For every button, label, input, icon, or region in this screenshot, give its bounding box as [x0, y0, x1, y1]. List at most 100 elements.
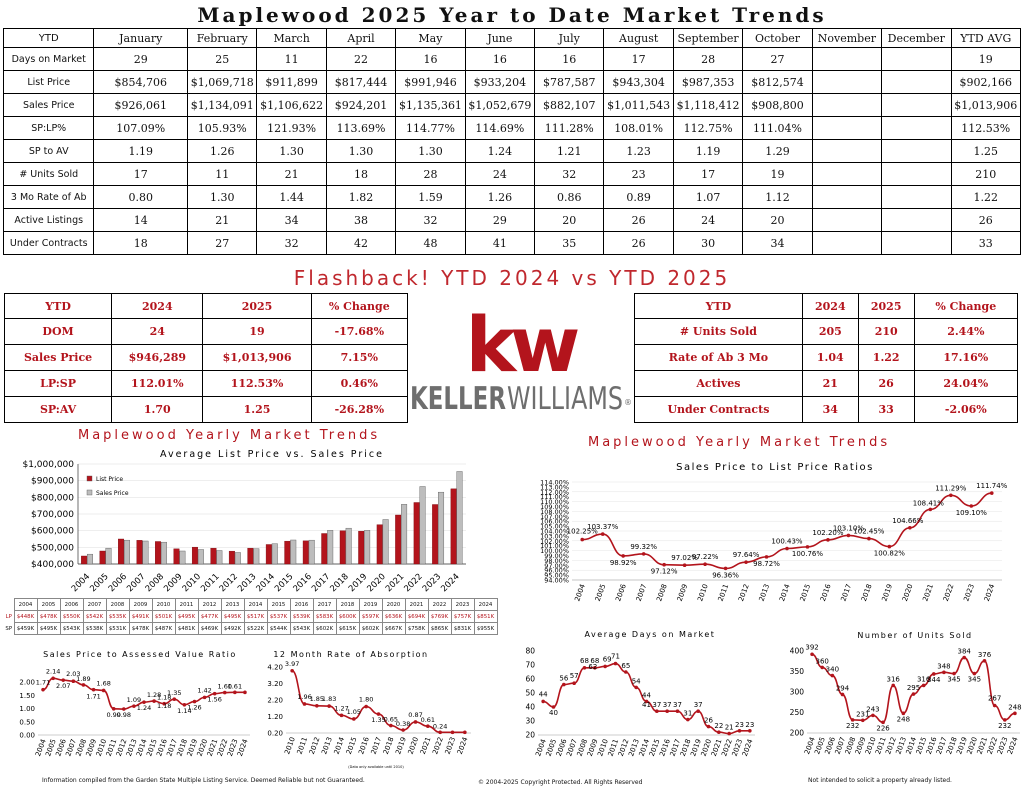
- table-cell: 1.44: [256, 185, 327, 209]
- data-label: 98.92%: [610, 559, 637, 567]
- data-label: 104.66%: [892, 517, 923, 525]
- table-cell: [811, 162, 883, 186]
- y-tick-label: 111.00%: [540, 493, 569, 501]
- data-label: 97.22%: [692, 553, 719, 561]
- compare-row: Under Contracts 34 33 -2.06%: [634, 396, 1019, 423]
- data-point: [891, 683, 896, 688]
- data-label: 1.60: [218, 683, 232, 691]
- data-label: 108.41%: [913, 499, 944, 507]
- y-tick-label: 96.00%: [544, 567, 569, 575]
- data-point: [600, 532, 605, 536]
- table-cell: 26: [603, 208, 674, 232]
- data-point: [541, 699, 545, 704]
- table-cell: [811, 208, 883, 232]
- table-cell: $1,118,412: [672, 93, 744, 117]
- ytd-row: # Units Sold 17 11 21 18 28 24 32 23 17 19 210: [2, 162, 1021, 186]
- table-cell: 24: [672, 208, 744, 232]
- logo-williams: WILLIAMS: [507, 381, 623, 413]
- data-label: 267: [988, 695, 1001, 703]
- compare-header: % Change: [310, 293, 409, 319]
- x-tick-label: 2010: [696, 583, 710, 602]
- year-cell: 2018: [335, 598, 360, 611]
- y-tick-label: 80: [525, 647, 535, 656]
- month-header: June: [464, 28, 536, 48]
- y-tick-label: $1,000,000: [22, 460, 74, 470]
- units-sold-chart: Number of Units Sold 200 250 300 350 400 392 36…: [790, 631, 1022, 755]
- data-point: [389, 723, 393, 728]
- lp-cell: $542K: [82, 610, 107, 623]
- compare-header: 2025: [202, 293, 312, 319]
- y-tick-label: 70: [525, 661, 535, 670]
- data-point: [850, 718, 855, 722]
- legend-label: List Price: [96, 476, 123, 483]
- sales-price-bar: [308, 539, 315, 565]
- y-tick-label: 300: [790, 688, 805, 697]
- table-cell: $908,800: [742, 93, 813, 117]
- compare-header: YTD: [3, 293, 113, 319]
- table-cell: $1,069,718: [187, 70, 258, 94]
- compare-cell: 34: [801, 396, 859, 423]
- ytd-header-row: YTD January February March April May June July A…: [2, 28, 1021, 48]
- table-cell: 0.86: [534, 185, 605, 209]
- y-tick-label: $800,000: [31, 493, 74, 503]
- table-cell: 107.09%: [93, 116, 189, 140]
- data-label: 1.56: [207, 696, 221, 704]
- table-cell: $787,587: [534, 70, 605, 94]
- table-cell: $902,166: [950, 70, 1021, 94]
- table-cell: $1,013,906: [950, 93, 1021, 117]
- data-label: 97.12%: [651, 568, 678, 576]
- lp-cell: $757K: [450, 610, 475, 623]
- table-cell: [881, 93, 952, 117]
- data-point: [826, 538, 830, 542]
- compare-cell: 112.53%: [202, 370, 312, 397]
- table-cell: 19: [950, 47, 1021, 71]
- lp-cell: $769K: [427, 610, 452, 623]
- table-cell: 105.93%: [187, 116, 258, 140]
- x-tick-label: 2020: [365, 572, 387, 594]
- table-cell: 18: [325, 162, 397, 186]
- table-cell: 26: [950, 208, 1021, 232]
- sp-lp-ratio-chart: Sales Price to List Price Ratios 94.00% 96…: [540, 462, 1008, 602]
- year-cell: 2017: [312, 598, 337, 611]
- data-point: [222, 690, 227, 695]
- data-point: [911, 692, 916, 696]
- data-point: [764, 555, 769, 559]
- data-point: [376, 712, 381, 716]
- data-point: [737, 729, 742, 733]
- compare-cell: -26.28%: [310, 396, 409, 423]
- table-cell: [811, 185, 883, 209]
- compare-cell: 17.16%: [913, 344, 1019, 371]
- compare-row: Sales Price $946,289 $1,013,906 7.15%: [3, 344, 409, 371]
- page-title: Maplewood 2025 Year to Date Market Trend…: [197, 3, 827, 27]
- list-price-bar: [450, 488, 457, 565]
- compare-header: 2024: [111, 293, 204, 319]
- data-label: 99.32%: [630, 543, 657, 551]
- data-label: 1.35: [167, 689, 181, 697]
- x-tick-label: 2007: [635, 583, 649, 602]
- table-cell: 108.01%: [603, 116, 674, 140]
- logo-keller: KELLER: [410, 381, 506, 413]
- lp-cell: $517K: [243, 610, 268, 623]
- x-tick-label: 2022: [942, 583, 956, 602]
- data-point: [655, 709, 659, 713]
- y-tick-label: 20: [525, 731, 535, 740]
- data-label: 294: [836, 684, 850, 692]
- sales-price-bar: [290, 539, 297, 565]
- y-tick-label: 2.20: [267, 697, 283, 705]
- data-point: [152, 699, 156, 703]
- absorption-chart: 12 Month Rate of Absorption 0.20 1.20 2.20 3…: [267, 650, 471, 769]
- data-point: [867, 536, 871, 541]
- data-label: 226: [876, 724, 890, 732]
- lp-cell: $535K: [105, 610, 130, 623]
- table-cell: 16: [534, 47, 605, 71]
- data-label: 111.74%: [976, 482, 1007, 490]
- table-cell: 1.59: [395, 185, 466, 209]
- data-label: 41: [642, 701, 651, 709]
- y-tick-label: 350: [790, 667, 805, 676]
- x-tick-label: 2024: [439, 572, 461, 594]
- table-cell: $911,899: [256, 70, 327, 94]
- sales-price-bar: [197, 549, 204, 565]
- data-point: [901, 711, 906, 716]
- table-cell: 0.89: [603, 185, 674, 209]
